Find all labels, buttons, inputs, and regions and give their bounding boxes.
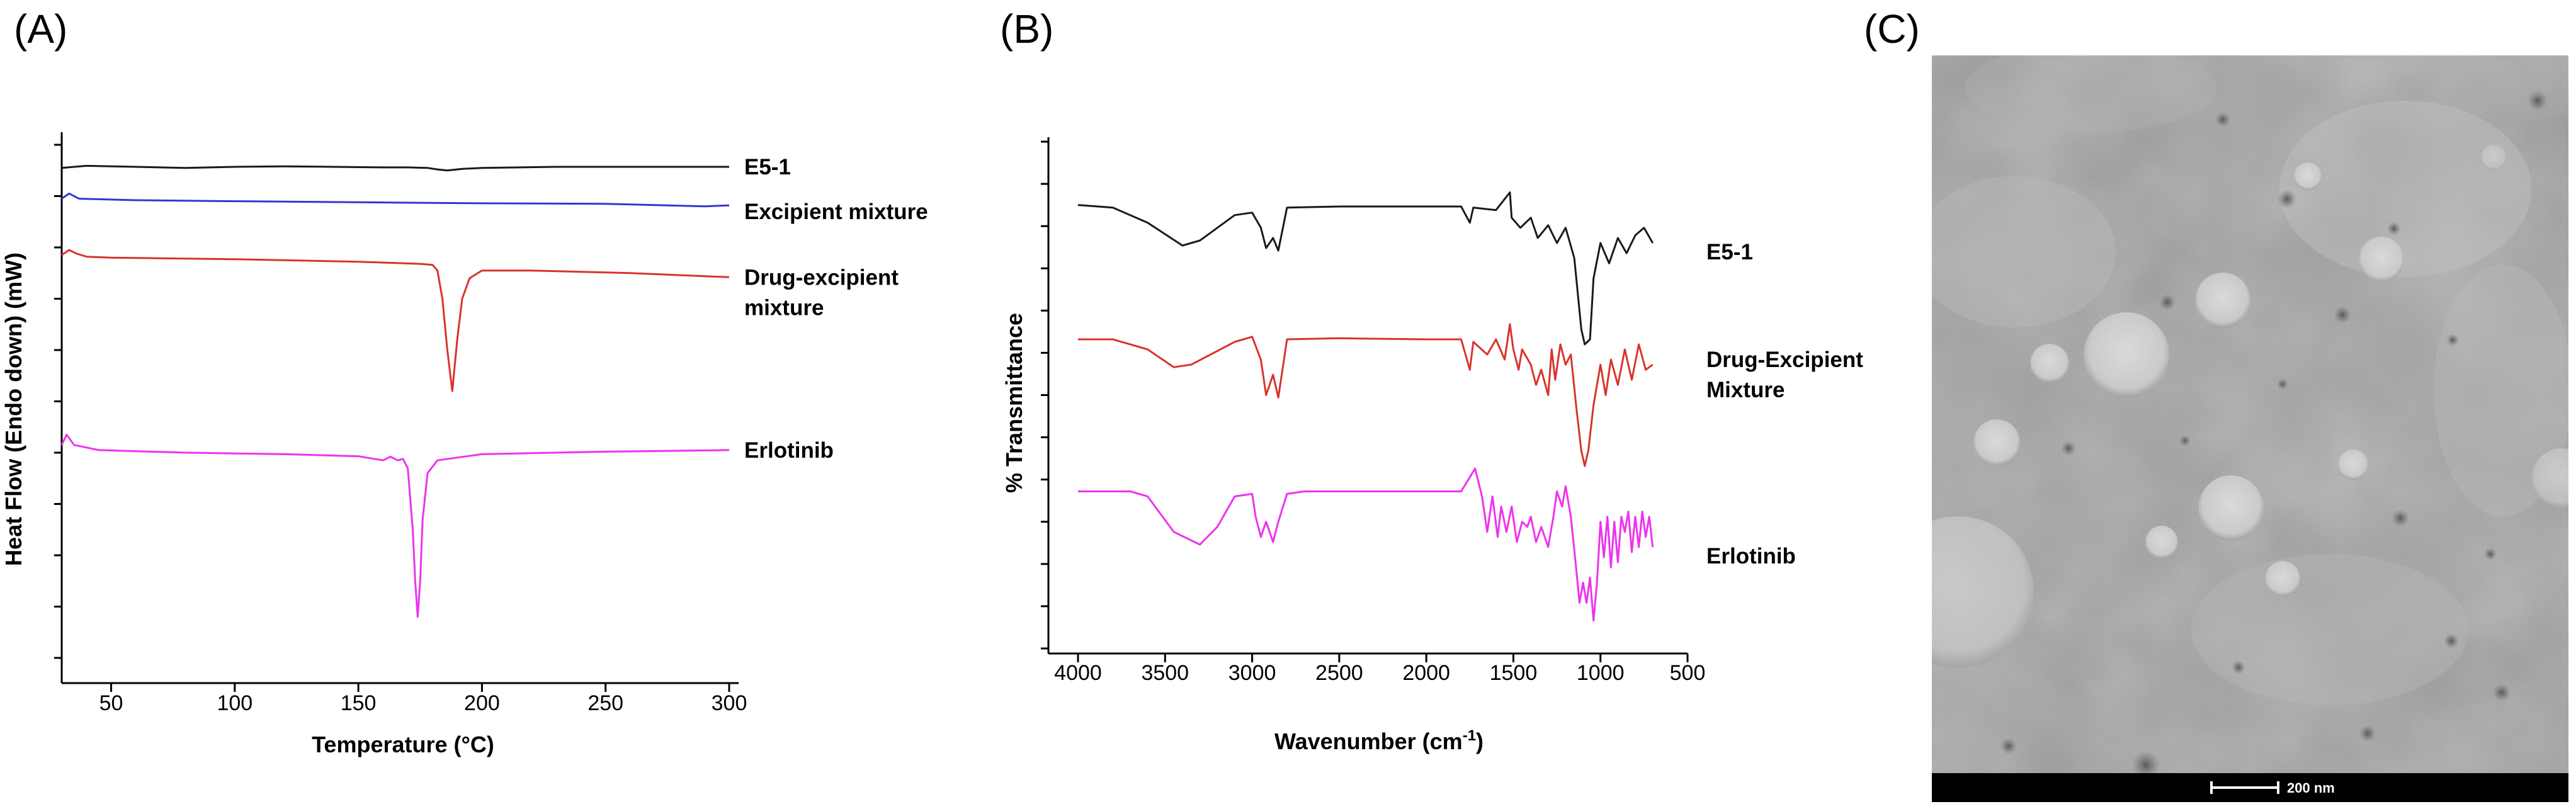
ftir-series-label-2: Erlotinib bbox=[1706, 544, 1796, 569]
ftir-x-tick-label: 4000 bbox=[1054, 661, 1102, 685]
ftir-y-axis-title: % Transmittance bbox=[1001, 313, 1027, 493]
ftir-x-axis-title: Wavenumber (cm-1) bbox=[1274, 727, 1484, 754]
ftir-x-tick-label: 3000 bbox=[1228, 661, 1276, 685]
ftir-series-group bbox=[1077, 191, 1654, 622]
ftir-x-ticks: 4000 3500 3000 2500 2000 1500 1000 500 bbox=[1054, 653, 1705, 685]
tem-micrograph bbox=[1932, 55, 2568, 773]
dsc-series-line-3 bbox=[60, 434, 730, 618]
panel-b-letter: (B) bbox=[1000, 6, 1053, 52]
dsc-x-tick-label: 150 bbox=[341, 691, 377, 715]
dsc-x-tick-label: 250 bbox=[587, 691, 623, 715]
panel-c-letter: (C) bbox=[1864, 6, 1920, 52]
dsc-series-line-2 bbox=[61, 249, 730, 392]
dsc-series-label-1: Excipient mixture bbox=[744, 200, 928, 224]
panel-a-letter: (A) bbox=[14, 6, 67, 52]
dsc-x-tick-label: 300 bbox=[712, 691, 747, 715]
ftir-series-line-2 bbox=[1078, 467, 1654, 622]
tem-scale-bar-label: 200 nm bbox=[2287, 780, 2335, 796]
ftir-x-tick-label: 500 bbox=[1670, 661, 1706, 685]
ftir-series-line-1 bbox=[1078, 323, 1654, 467]
ftir-x-tick-label: 3500 bbox=[1141, 661, 1189, 685]
dsc-y-ticks bbox=[54, 144, 62, 659]
ftir-chart: (B) 4000 3500 3000 2500 2000 1500 1000 500 E5-1… bbox=[1000, 6, 1863, 754]
ftir-x-tick-label: 2500 bbox=[1315, 661, 1363, 685]
ftir-series-labels: E5-1 Drug-Excipient Mixture Erlotinib bbox=[1706, 240, 1863, 569]
ftir-series-line-0 bbox=[1077, 191, 1654, 346]
dsc-series-label-3: Erlotinib bbox=[744, 438, 834, 463]
dsc-x-tick-label: 50 bbox=[99, 691, 123, 715]
ftir-y-ticks bbox=[1041, 140, 1048, 650]
dsc-x-tick-label: 200 bbox=[464, 691, 500, 715]
dsc-series-label-2: Drug-excipient mixture bbox=[744, 265, 899, 320]
dsc-series-group bbox=[60, 164, 730, 618]
dsc-y-axis-title: Heat Flow (Endo down) (mW) bbox=[1, 252, 26, 566]
ftir-x-tick-label: 1500 bbox=[1490, 661, 1538, 685]
dsc-x-axis-title: Temperature (°C) bbox=[312, 732, 494, 757]
ftir-x-tick-label: 2000 bbox=[1402, 661, 1450, 685]
dsc-series-line-1 bbox=[61, 192, 730, 208]
ftir-series-label-0: E5-1 bbox=[1706, 240, 1753, 264]
dsc-x-tick-label: 100 bbox=[217, 691, 252, 715]
dsc-series-line-0 bbox=[61, 164, 729, 172]
dsc-x-ticks: 50 100 150 200 250 300 bbox=[99, 683, 747, 715]
dsc-series-labels: E5-1 Excipient mixture Drug-excipient mixtu… bbox=[744, 155, 928, 463]
ftir-series-label-1: Drug-Excipient Mixture bbox=[1706, 348, 1863, 402]
ftir-x-tick-label: 1000 bbox=[1577, 661, 1625, 685]
dsc-series-label-0: E5-1 bbox=[744, 155, 791, 179]
tem-scale-bar: 200 nm bbox=[2210, 780, 2335, 796]
tem-micrograph-panel: (C) bbox=[1864, 6, 2568, 802]
dsc-chart: (A) 50 100 150 200 250 300 E5-1 Excipient mixt… bbox=[1, 6, 928, 757]
